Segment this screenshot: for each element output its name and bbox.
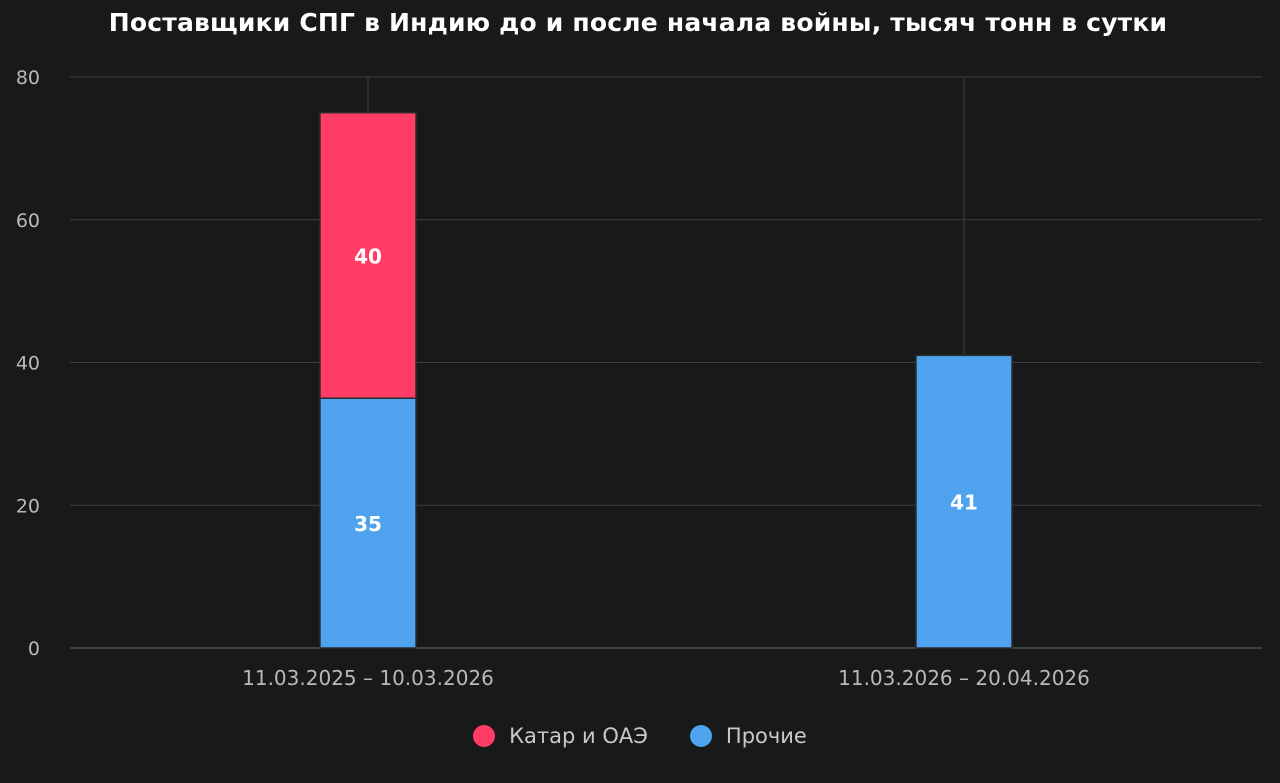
legend-swatch-others: [689, 725, 712, 747]
y-tick-label: 60: [16, 210, 40, 232]
data-label: 41: [950, 491, 978, 515]
x-tick-label: 11.03.2025 – 10.03.2026: [242, 666, 494, 690]
data-label: 40: [354, 244, 382, 268]
chart-title: Поставщики СПГ в Индию до и после начала…: [108, 8, 1168, 37]
y-tick-label: 20: [16, 495, 40, 517]
y-tick-label: 40: [16, 353, 40, 375]
legend-item-qatar-uae[interactable]: Катар и ОАЭ: [473, 724, 648, 748]
y-tick-label: 0: [28, 638, 40, 660]
legend-label-others: Прочие: [725, 724, 807, 748]
y-tick-label: 80: [16, 67, 40, 89]
legend-label-qatar-uae: Катар и ОАЭ: [509, 724, 648, 748]
legend: Катар и ОАЭ Прочие: [0, 724, 1280, 748]
x-tick-label: 11.03.2026 – 20.04.2026: [838, 666, 1090, 690]
bar-0-1: [915, 354, 1013, 649]
legend-swatch-qatar-uae: [473, 725, 496, 747]
legend-item-others[interactable]: Прочие: [689, 724, 807, 748]
data-label: 35: [354, 512, 382, 536]
bar-1-0: [319, 111, 417, 399]
